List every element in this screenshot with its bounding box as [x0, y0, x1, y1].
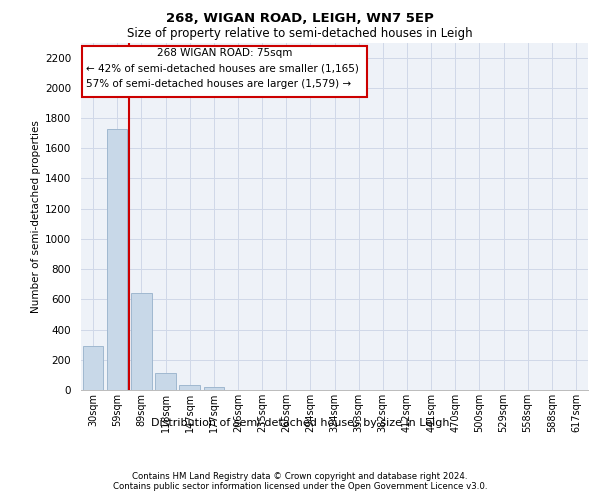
Bar: [107, 128, 127, 390]
Text: 57% of semi-detached houses are larger (1,579) →: 57% of semi-detached houses are larger (…: [86, 80, 351, 90]
Bar: [203, 387, 224, 390]
Text: 268 WIGAN ROAD: 75sqm: 268 WIGAN ROAD: 75sqm: [157, 48, 292, 58]
Text: Distribution of semi-detached houses by size in Leigh: Distribution of semi-detached houses by …: [151, 418, 449, 428]
Text: Size of property relative to semi-detached houses in Leigh: Size of property relative to semi-detach…: [127, 28, 473, 40]
Text: ← 42% of semi-detached houses are smaller (1,165): ← 42% of semi-detached houses are smalle…: [86, 64, 359, 74]
Text: 268, WIGAN ROAD, LEIGH, WN7 5EP: 268, WIGAN ROAD, LEIGH, WN7 5EP: [166, 12, 434, 26]
Y-axis label: Number of semi-detached properties: Number of semi-detached properties: [31, 120, 41, 312]
Bar: [131, 294, 152, 390]
Bar: [155, 374, 176, 390]
Text: Contains HM Land Registry data © Crown copyright and database right 2024.: Contains HM Land Registry data © Crown c…: [132, 472, 468, 481]
Bar: [179, 386, 200, 390]
FancyBboxPatch shape: [82, 46, 367, 97]
Text: Contains public sector information licensed under the Open Government Licence v3: Contains public sector information licen…: [113, 482, 487, 491]
Bar: [83, 346, 103, 390]
